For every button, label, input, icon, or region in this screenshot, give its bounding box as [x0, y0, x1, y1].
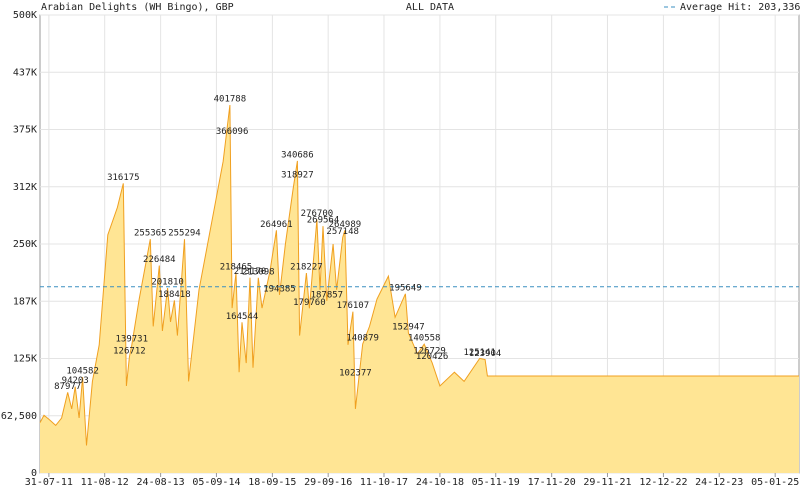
chart-subtitle: ALL DATA: [406, 2, 454, 13]
data-label: 104582: [66, 367, 99, 377]
data-label: 264961: [260, 220, 293, 230]
y-tick-label: 0: [31, 468, 37, 479]
data-label: 213098: [242, 267, 275, 277]
data-label: 226484: [143, 255, 176, 265]
x-tick-label: 24-08-13: [137, 477, 185, 488]
data-label: 120426: [416, 352, 449, 362]
data-label: 201810: [151, 278, 184, 288]
data-label: 257148: [326, 227, 359, 237]
y-tick-label: 500K: [13, 10, 37, 21]
data-label: 102377: [339, 369, 372, 379]
data-label: 123904: [469, 349, 502, 359]
data-label: 366096: [216, 127, 249, 137]
data-label: 125141: [463, 348, 496, 358]
x-tick-label: 12-12-22: [639, 477, 687, 488]
data-label: 255294: [168, 229, 201, 239]
x-tick-label: 29-09-16: [304, 477, 352, 488]
x-tick-label: 17-11-20: [528, 477, 576, 488]
x-tick-label: 05-09-14: [192, 477, 240, 488]
line: [39, 104, 799, 446]
x-tick-label: 11-10-17: [360, 477, 408, 488]
data-label: 87977: [54, 382, 81, 392]
legend-label: Average Hit: 203,336: [680, 2, 800, 13]
data-label: 187857: [311, 290, 344, 300]
data-label: 255365: [134, 229, 167, 239]
chart-title: Arabian Delights (WH Bingo), GBP: [41, 2, 234, 13]
data-label: 264989: [329, 220, 362, 230]
y-tick-label: 62,500: [1, 411, 37, 422]
y-tick-label: 125K: [13, 354, 37, 365]
y-tick-label: 250K: [13, 239, 37, 250]
y-tick-label: 187K: [13, 296, 37, 307]
x-tick-label: 11-08-12: [81, 477, 129, 488]
data-label: 316175: [107, 173, 140, 183]
data-label: 213170: [234, 267, 267, 277]
data-label: 269564: [307, 216, 340, 226]
data-label: 194385: [263, 284, 296, 294]
data-label: 318927: [281, 170, 314, 180]
data-label: 176107: [337, 301, 370, 311]
data-label: 195649: [389, 283, 422, 293]
data-label: 218465: [220, 262, 253, 272]
data-label: 218227: [290, 263, 323, 273]
y-tick-label: 312K: [13, 182, 37, 193]
x-tick-label: 18-09-15: [248, 477, 296, 488]
y-tick-label: 375K: [13, 125, 37, 136]
area: [40, 105, 799, 473]
data-label: 140558: [408, 334, 441, 344]
y-tick-label: 437K: [13, 67, 37, 78]
data-label: 126712: [113, 346, 146, 356]
data-label: 188418: [158, 290, 191, 300]
x-tick-label: 05-01-25: [751, 477, 799, 488]
x-tick-label: 29-11-21: [583, 477, 631, 488]
data-label: 179760: [293, 298, 326, 308]
data-label: 139731: [116, 335, 149, 345]
data-label: 126729: [413, 346, 446, 356]
data-label: 152947: [392, 322, 425, 332]
data-label: 340686: [281, 150, 314, 160]
data-label: 164544: [226, 312, 259, 322]
data-label: 140879: [346, 333, 379, 343]
data-label: 276700: [301, 209, 334, 219]
x-tick-label: 24-10-18: [416, 477, 464, 488]
x-tick-label: 31-07-11: [25, 477, 73, 488]
data-label: 94203: [62, 376, 89, 386]
data-label: 401788: [214, 94, 247, 104]
x-tick-label: 24-12-23: [695, 477, 743, 488]
x-tick-label: 05-11-19: [472, 477, 520, 488]
